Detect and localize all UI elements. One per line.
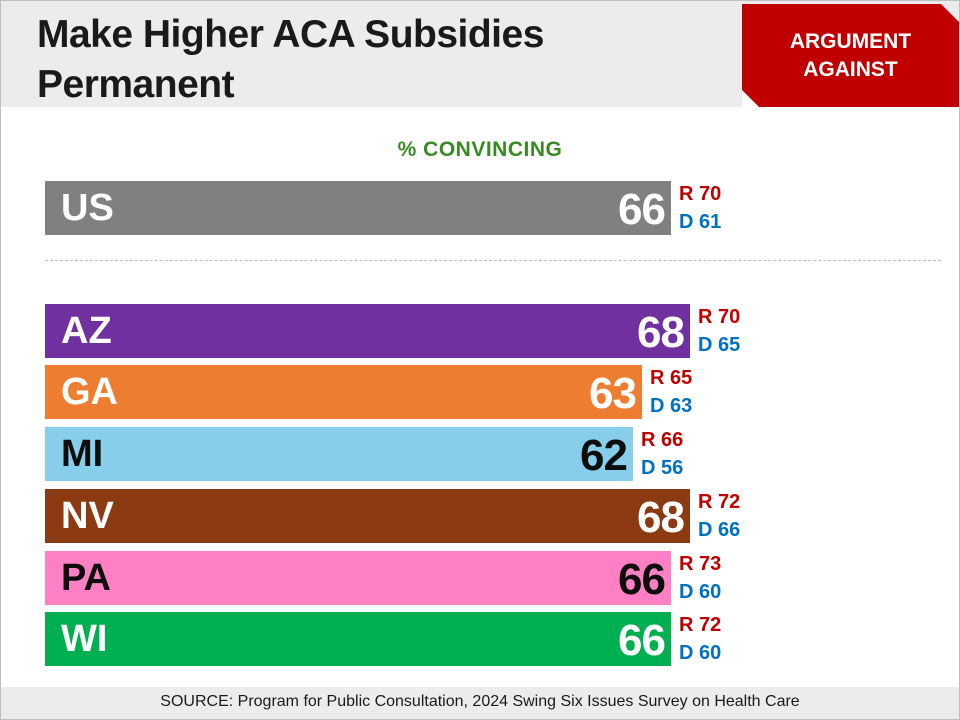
democrat-value-pa: D 60 (679, 581, 722, 603)
bar-value-pa: 66 (618, 555, 666, 604)
bar-label-az: AZ (61, 310, 112, 352)
party-breakdown-nv: R 72 D 66 (698, 488, 740, 544)
party-breakdown-us: R 70 D 61 (679, 180, 721, 236)
bar-mi: MI 62 (45, 427, 633, 481)
badge-corner-cut-bottom (742, 90, 759, 107)
bar-wi: WI 66 (45, 612, 671, 666)
us-states-divider (45, 260, 941, 261)
republican-value-mi: R 66 (641, 429, 684, 451)
bar-label-pa: PA (61, 557, 111, 599)
bar-az: AZ 68 (45, 304, 690, 358)
republican-value-ga: R 65 (650, 367, 693, 389)
bar-ga: GA 63 (45, 365, 642, 419)
party-breakdown-az: R 70 D 65 (698, 303, 740, 359)
bar-label-mi: MI (61, 433, 104, 475)
democrat-value-nv: D 66 (698, 519, 741, 541)
footer: SOURCE: Program for Public Consultation,… (1, 687, 959, 719)
bar-value-mi: 62 (580, 431, 628, 480)
badge-corner-cut (941, 4, 959, 22)
republican-value-nv: R 72 (698, 491, 741, 513)
badge-line-1: ARGUMENT (789, 29, 912, 53)
party-breakdown-mi: R 66 D 56 (641, 426, 683, 482)
republican-value-az: R 70 (698, 306, 741, 328)
party-breakdown-wi: R 72 D 60 (679, 611, 721, 667)
republican-value-wi: R 72 (679, 614, 722, 636)
bar-value-wi: 66 (618, 616, 666, 665)
democrat-value-mi: D 56 (641, 457, 684, 479)
republican-value-pa: R 73 (679, 553, 722, 575)
bar-nv: NV 68 (45, 489, 690, 543)
bar-label-ga: GA (61, 371, 118, 413)
page-title: Make Higher ACA Subsidies Permanent (37, 10, 717, 110)
republican-value-us: R 70 (679, 183, 722, 205)
democrat-value-az: D 65 (698, 334, 741, 356)
party-breakdown-ga: R 65 D 63 (650, 364, 692, 420)
bar-label-nv: NV (61, 495, 114, 537)
party-breakdown-pa: R 73 D 60 (679, 550, 721, 606)
bar-value-az: 68 (637, 308, 685, 357)
bar-value-nv: 68 (637, 493, 685, 542)
bar-label-wi: WI (61, 618, 108, 660)
header: Make Higher ACA Subsidies Permanent ARGU… (1, 1, 959, 107)
democrat-value-ga: D 63 (650, 395, 693, 417)
democrat-value-us: D 61 (679, 211, 722, 233)
badge-line-2: AGAINST (803, 57, 898, 81)
bar-us: US 66 (45, 181, 671, 235)
bar-value-us: 66 (618, 185, 666, 234)
bar-value-ga: 63 (589, 369, 637, 418)
bar-label-us: US (61, 187, 114, 229)
metric-label: % CONVINCING (397, 138, 563, 161)
title-line-1: Make Higher ACA Subsidies (37, 13, 544, 56)
bar-pa: PA 66 (45, 551, 671, 605)
source-note: SOURCE: Program for Public Consultation,… (160, 693, 800, 710)
title-line-2: Permanent (37, 63, 235, 106)
democrat-value-wi: D 60 (679, 642, 722, 664)
argument-against-badge: ARGUMENT AGAINST (742, 4, 959, 107)
